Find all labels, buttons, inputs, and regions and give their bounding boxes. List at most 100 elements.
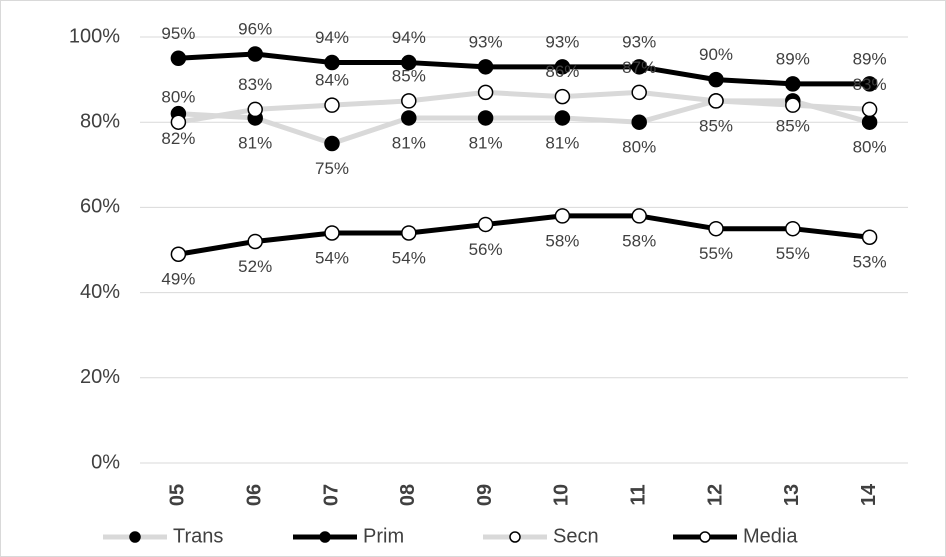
legend-marker [699, 531, 711, 543]
data-label: 93% [545, 32, 579, 51]
x-tick-label: 10 [551, 484, 573, 506]
data-point [861, 229, 878, 245]
data-label: 81% [238, 133, 272, 152]
data-point [631, 208, 647, 224]
data-point [477, 84, 494, 101]
data-label: 56% [469, 240, 503, 259]
legend-label: Trans [173, 525, 223, 547]
data-point [170, 50, 187, 67]
data-point [170, 114, 187, 130]
data-point [554, 110, 571, 126]
data-label: 54% [315, 248, 349, 267]
series-line [177, 89, 870, 125]
data-point [708, 71, 724, 88]
data-label: 89% [776, 49, 810, 68]
legend-marker [319, 531, 331, 543]
data-point [324, 135, 340, 152]
data-point [554, 88, 571, 105]
data-label: 80% [161, 88, 195, 107]
data-point [861, 101, 878, 118]
data-label: 81% [545, 133, 579, 152]
y-tick-label: 0% [91, 451, 120, 473]
y-tick-label: 80% [80, 110, 120, 132]
data-point [708, 220, 724, 237]
data-point [477, 59, 494, 75]
data-label: 80% [622, 138, 656, 157]
data-point [324, 97, 340, 113]
x-tick-label: 07 [320, 484, 342, 506]
data-point [477, 216, 494, 233]
data-point [554, 208, 571, 224]
data-label: 85% [776, 116, 810, 135]
x-tick-label: 05 [167, 484, 189, 506]
data-label: 84% [315, 71, 349, 90]
data-label: 83% [853, 75, 887, 94]
data-label: 81% [469, 133, 503, 152]
data-point [247, 233, 263, 250]
data-label: 93% [622, 32, 656, 51]
y-tick-label: 100% [69, 25, 120, 47]
data-point [861, 76, 878, 92]
data-label: 94% [392, 28, 426, 47]
data-point [401, 93, 417, 109]
y-tick-label: 40% [80, 281, 120, 303]
x-tick-label: 08 [397, 484, 419, 506]
data-point [247, 101, 263, 118]
series-line [178, 51, 870, 87]
data-label: 87% [622, 58, 656, 77]
data-label: 85% [392, 66, 426, 85]
data-label: 80% [853, 138, 887, 157]
data-point [708, 93, 724, 109]
data-point [631, 84, 647, 101]
data-point [170, 246, 187, 263]
data-label: 55% [699, 244, 733, 263]
data-point [401, 225, 417, 241]
data-label: 93% [469, 32, 503, 51]
data-label: 58% [622, 231, 656, 250]
data-point [247, 46, 263, 62]
data-point [324, 54, 340, 71]
data-label: 52% [238, 257, 272, 276]
x-tick-label: 12 [704, 484, 726, 506]
data-label: 75% [315, 159, 349, 178]
data-point [401, 110, 417, 126]
x-tick-label: 06 [243, 484, 265, 506]
legend-label: Media [743, 525, 798, 547]
legend-marker [129, 531, 141, 543]
data-label: 58% [545, 231, 579, 250]
x-tick-label: 14 [858, 483, 880, 506]
data-label: 96% [238, 20, 272, 39]
data-point [324, 225, 340, 241]
legend-label: Secn [553, 525, 599, 547]
x-tick-label: 13 [781, 484, 803, 506]
data-point [631, 59, 647, 75]
data-label: 81% [392, 133, 426, 152]
data-point [785, 76, 801, 92]
x-tick-label: 11 [627, 484, 649, 505]
data-label: 94% [315, 28, 349, 47]
data-label: 85% [699, 116, 733, 135]
x-tick-label: 09 [474, 484, 496, 506]
y-tick-label: 20% [80, 366, 120, 388]
legend-marker [509, 531, 521, 543]
data-label: 55% [776, 244, 810, 263]
data-point [861, 114, 878, 130]
series-line [177, 213, 870, 257]
data-label: 54% [392, 248, 426, 267]
y-tick-label: 60% [80, 196, 120, 218]
data-point [477, 110, 494, 126]
data-point [401, 54, 417, 71]
data-label: 95% [161, 24, 195, 43]
data-label: 89% [853, 49, 887, 68]
data-label: 90% [699, 45, 733, 64]
legend-label: Prim [363, 525, 404, 547]
data-point [631, 114, 647, 130]
data-point [785, 97, 801, 113]
data-label: 53% [853, 253, 887, 272]
data-point [785, 220, 801, 237]
data-label: 86% [545, 62, 579, 81]
data-label: 82% [161, 129, 195, 148]
data-point [554, 59, 571, 75]
data-label: 83% [238, 75, 272, 94]
